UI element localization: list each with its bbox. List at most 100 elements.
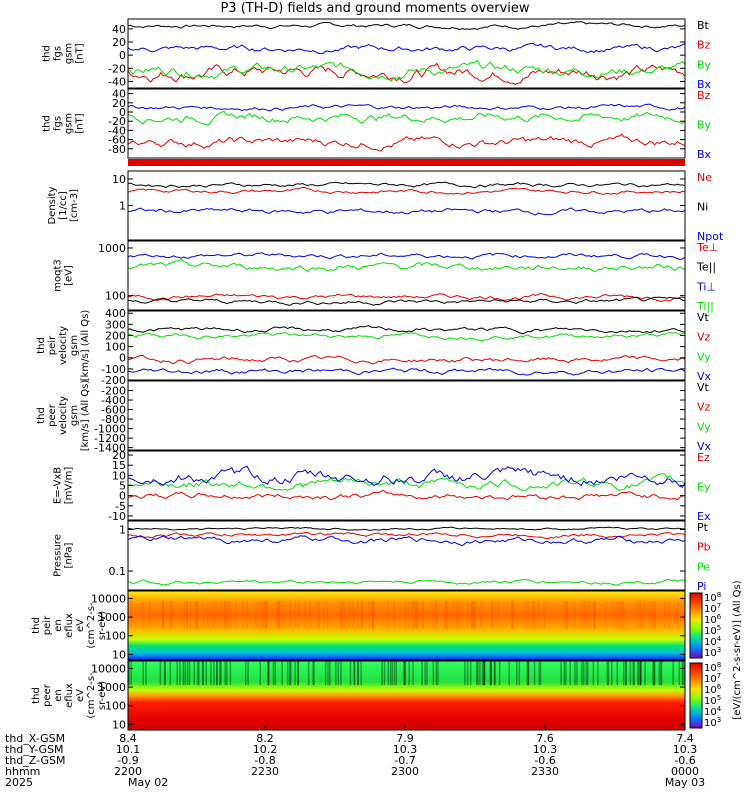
y-tick-label: 0 bbox=[119, 352, 126, 365]
streak bbox=[489, 661, 492, 686]
streak bbox=[323, 601, 325, 629]
streak bbox=[516, 661, 518, 686]
footer-value: 10.3 bbox=[393, 743, 418, 756]
streak bbox=[211, 601, 214, 629]
streak bbox=[629, 661, 632, 686]
streak bbox=[235, 601, 237, 629]
footer-value: 10.3 bbox=[673, 743, 698, 756]
streak bbox=[318, 601, 320, 629]
streak bbox=[389, 661, 392, 686]
streak bbox=[176, 661, 178, 686]
streak bbox=[229, 661, 232, 686]
footer-row-label: thd_Z-GSM bbox=[5, 754, 65, 767]
footer-value: 7.9 bbox=[396, 732, 414, 745]
streak bbox=[268, 661, 270, 686]
streak bbox=[477, 661, 479, 686]
streak bbox=[261, 601, 264, 629]
y-axis-label: thd bbox=[36, 337, 47, 354]
streak bbox=[179, 661, 181, 686]
streak bbox=[527, 661, 530, 686]
streak bbox=[412, 661, 414, 686]
legend-Pe: Pe bbox=[697, 560, 710, 573]
streak bbox=[387, 661, 390, 686]
streak bbox=[483, 661, 486, 686]
legend-Vx: Vx bbox=[697, 440, 712, 453]
series-line-Vx bbox=[127, 367, 686, 376]
streak bbox=[272, 661, 275, 686]
streak bbox=[162, 601, 165, 629]
y-tick-label: 10000 bbox=[91, 592, 126, 605]
streak bbox=[473, 601, 476, 629]
y-tick-label: 100 bbox=[105, 341, 126, 354]
series-line-Bx bbox=[127, 42, 686, 55]
legend-Vt: Vt bbox=[697, 381, 710, 394]
y-axis-label: thd bbox=[36, 407, 47, 424]
streak bbox=[464, 661, 466, 686]
footer-value: 8.4 bbox=[119, 732, 137, 745]
streak bbox=[360, 661, 362, 686]
streak bbox=[469, 661, 472, 686]
streak bbox=[170, 601, 172, 629]
streak bbox=[445, 601, 447, 629]
spectrogram bbox=[128, 591, 685, 660]
streak bbox=[576, 661, 578, 686]
streak bbox=[357, 661, 359, 686]
y-axis-label: sr-eV) bbox=[97, 611, 108, 640]
streak bbox=[198, 661, 200, 686]
streak bbox=[357, 661, 359, 686]
streak bbox=[255, 601, 257, 629]
streak bbox=[508, 661, 510, 686]
footer-value: -0.6 bbox=[534, 754, 555, 767]
streak bbox=[621, 601, 624, 629]
streak bbox=[207, 601, 209, 629]
streak bbox=[639, 661, 642, 686]
streak bbox=[265, 601, 268, 629]
streak bbox=[435, 601, 437, 629]
footer-row-label: thd_Y-GSM bbox=[5, 743, 64, 756]
y-axis-label: [cm-3] bbox=[69, 189, 80, 222]
y-tick-label: 20 bbox=[112, 449, 126, 462]
streak bbox=[216, 661, 218, 686]
y-axis-label: eflux bbox=[64, 683, 75, 708]
legend-By: By bbox=[697, 58, 712, 71]
streak bbox=[168, 601, 171, 629]
legend-Ey: Ey bbox=[697, 481, 711, 494]
y-tick-label: -40 bbox=[108, 124, 126, 137]
panel-11: 10000 1000 100 10 thd peer en eflux eV (cm^2-s-sr… bbox=[31, 660, 686, 731]
streak bbox=[142, 661, 144, 686]
streak bbox=[340, 601, 343, 629]
y-tick-label: -1000 bbox=[94, 423, 126, 436]
streak bbox=[337, 661, 340, 686]
streak bbox=[278, 601, 281, 629]
y-tick-label: 100 bbox=[105, 700, 126, 713]
streak bbox=[511, 601, 513, 629]
streak bbox=[164, 661, 166, 686]
streak bbox=[431, 601, 433, 629]
streak bbox=[565, 601, 568, 629]
streak bbox=[353, 661, 356, 686]
legend-Bx: Bx bbox=[697, 148, 712, 161]
streak bbox=[353, 661, 356, 686]
streak bbox=[653, 661, 655, 686]
y-tick-label: -400 bbox=[101, 394, 126, 407]
streak bbox=[220, 661, 222, 686]
legend-Bt: Bt bbox=[697, 19, 710, 32]
streak bbox=[565, 661, 567, 686]
streak bbox=[416, 601, 418, 629]
streak bbox=[274, 661, 277, 686]
streak bbox=[676, 601, 679, 629]
series-line-Bz bbox=[127, 133, 686, 152]
series-line-Ne bbox=[127, 187, 686, 195]
streak bbox=[426, 661, 428, 686]
streak bbox=[186, 601, 188, 629]
streak bbox=[372, 601, 375, 629]
colorbar-tick-label: 103 bbox=[704, 716, 721, 729]
streak bbox=[368, 601, 371, 629]
streak bbox=[351, 601, 353, 629]
streak bbox=[526, 661, 529, 686]
streak bbox=[638, 661, 640, 686]
y-tick-label: 0 bbox=[119, 49, 126, 62]
legend-Bz: Bz bbox=[697, 39, 711, 52]
